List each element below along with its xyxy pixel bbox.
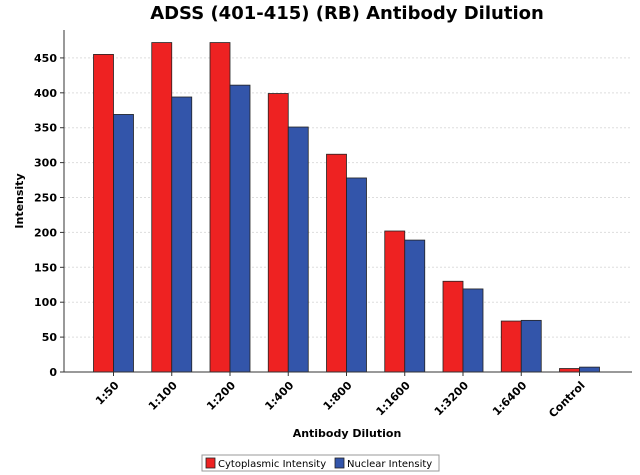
chart-title: ADSS (401-415) (RB) Antibody Dilution — [150, 3, 544, 24]
y-tick-label: 300 — [34, 157, 57, 170]
bar-cytoplasmic — [209, 42, 231, 373]
bar-cytoplasmic — [559, 368, 580, 373]
x-axis-label: Antibody Dilution — [293, 427, 402, 440]
bar-cytoplasmic — [384, 230, 406, 373]
y-tick-label: 350 — [34, 122, 57, 135]
legend-label: Nuclear Intensity — [347, 459, 432, 470]
bar-cytoplasmic — [326, 153, 347, 373]
x-tick-label: 1:800 — [321, 379, 355, 413]
legend-box — [201, 454, 440, 472]
bar-cytoplasmic — [442, 280, 464, 373]
bar-nuclear — [287, 126, 309, 373]
x-ticks: 1:50 1:100 1:200 1:400 1:800 1:1600 1:3200 1:64… — [93, 372, 588, 420]
legend-label: Cytoplasmic Intensity — [218, 459, 326, 470]
x-tick-label: 1:3200 — [432, 379, 472, 419]
x-tick-label: Control — [546, 379, 587, 420]
x-tick-label: 1:200 — [204, 379, 238, 413]
bar-nuclear — [346, 177, 367, 373]
y-tick-label: 50 — [42, 331, 58, 344]
y-ticks: 0 50 100 150 200 250 300 350 400 450 — [34, 52, 64, 379]
bar-cytoplasmic — [500, 320, 522, 373]
bar-nuclear — [171, 96, 193, 373]
x-tick-label: 1:6400 — [490, 379, 530, 419]
bars — [93, 42, 600, 373]
y-tick-label: 200 — [34, 226, 57, 239]
legend-swatch — [334, 457, 345, 469]
x-tick-label: 1:1600 — [374, 379, 414, 419]
y-tick-label: 150 — [34, 261, 57, 274]
bar-nuclear — [520, 319, 542, 373]
legend: Cytoplasmic Intensity Nuclear Intensity — [201, 454, 440, 472]
x-tick-label: 1:100 — [146, 379, 180, 413]
y-tick-label: 400 — [34, 87, 57, 100]
x-tick-label: 1:50 — [93, 379, 122, 408]
x-tick-label: 1:400 — [262, 379, 296, 413]
bar-cytoplasmic — [267, 93, 289, 373]
y-tick-label: 450 — [34, 52, 57, 65]
bar-cytoplasmic — [93, 54, 114, 373]
bar-nuclear — [229, 84, 251, 373]
bar-nuclear — [404, 239, 426, 373]
bar-nuclear — [579, 366, 600, 373]
y-axis-label: Intensity — [13, 173, 26, 228]
y-tick-label: 0 — [49, 366, 57, 379]
bar-cytoplasmic — [151, 42, 173, 373]
bar-nuclear — [113, 114, 134, 373]
y-tick-label: 250 — [34, 192, 57, 205]
bar-nuclear — [462, 288, 484, 373]
legend-swatch — [205, 457, 216, 469]
y-tick-label: 100 — [34, 296, 57, 309]
